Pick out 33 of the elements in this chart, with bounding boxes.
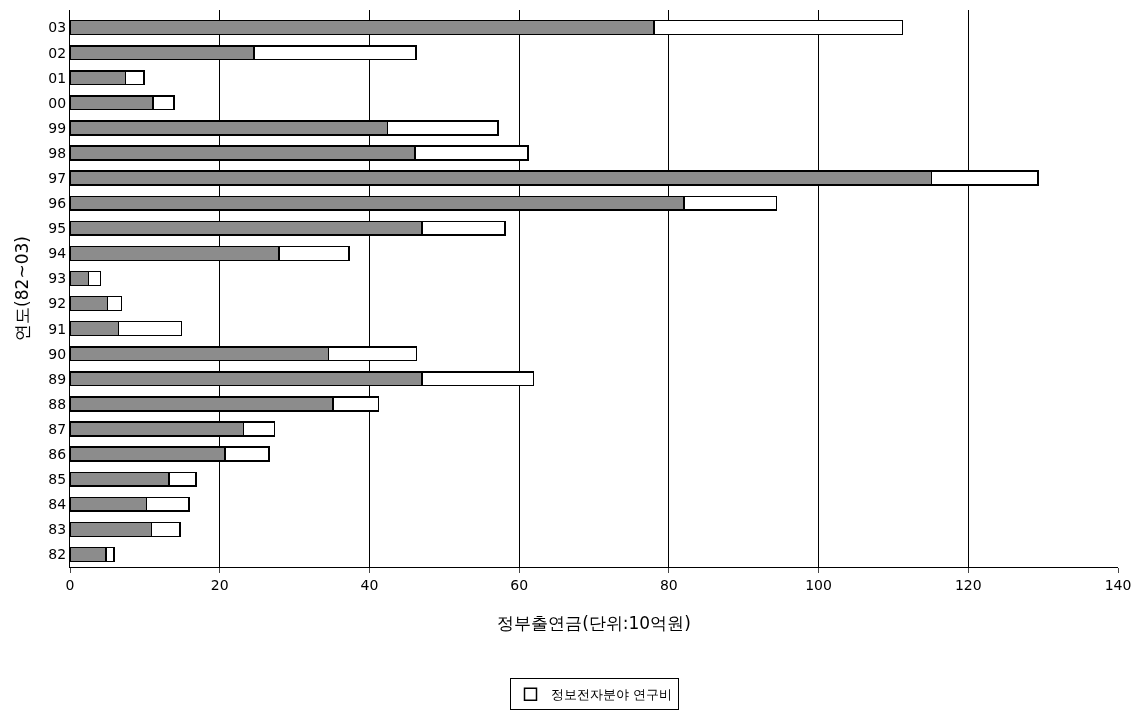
y-tick-label: 94 [48, 245, 67, 262]
y-tick-label: 96 [48, 195, 67, 212]
y-tick-label: 88 [48, 395, 67, 412]
x-tick-label: 0 [65, 576, 75, 593]
y-tick-label: 95 [48, 220, 67, 237]
x-tick-label: 60 [510, 576, 529, 593]
y-tick-label: 02 [48, 44, 67, 61]
y-tick-label: 03 [48, 19, 67, 36]
y-tick-label: 86 [48, 445, 67, 462]
y-tick-label: 91 [48, 320, 67, 337]
y-tick-label: 89 [48, 370, 67, 387]
x-tick-label: 20 [210, 576, 229, 593]
y-tick-label: 85 [48, 471, 67, 488]
y-tick-label: 92 [48, 295, 67, 312]
y-tick-label: 99 [48, 119, 67, 136]
legend-label: 정보전자분야 연구비 [550, 687, 672, 703]
y-tick-label: 98 [48, 144, 67, 161]
x-tick-label: 40 [360, 576, 379, 593]
y-tick-label: 01 [48, 69, 67, 86]
y-tick-label: 97 [48, 170, 67, 186]
x-tick-label: 140 [1104, 576, 1132, 593]
x-tick-label: 100 [805, 576, 832, 593]
y-tick-label: 83 [48, 521, 67, 538]
x-tick-label: 80 [659, 576, 678, 593]
y-tick-label: 00 [48, 94, 67, 111]
y-tick-label: 90 [48, 345, 67, 362]
y-axis-title: 연도(82~03) [11, 236, 32, 341]
y-tick-label: 93 [48, 270, 67, 287]
x-tick-label: 120 [954, 576, 982, 593]
y-tick-label: 87 [48, 420, 67, 437]
y-tick-label: 82 [48, 546, 67, 563]
x-axis-title: 정부출연금(단위:10억원) [497, 613, 691, 634]
y-tick-label: 84 [48, 496, 67, 513]
